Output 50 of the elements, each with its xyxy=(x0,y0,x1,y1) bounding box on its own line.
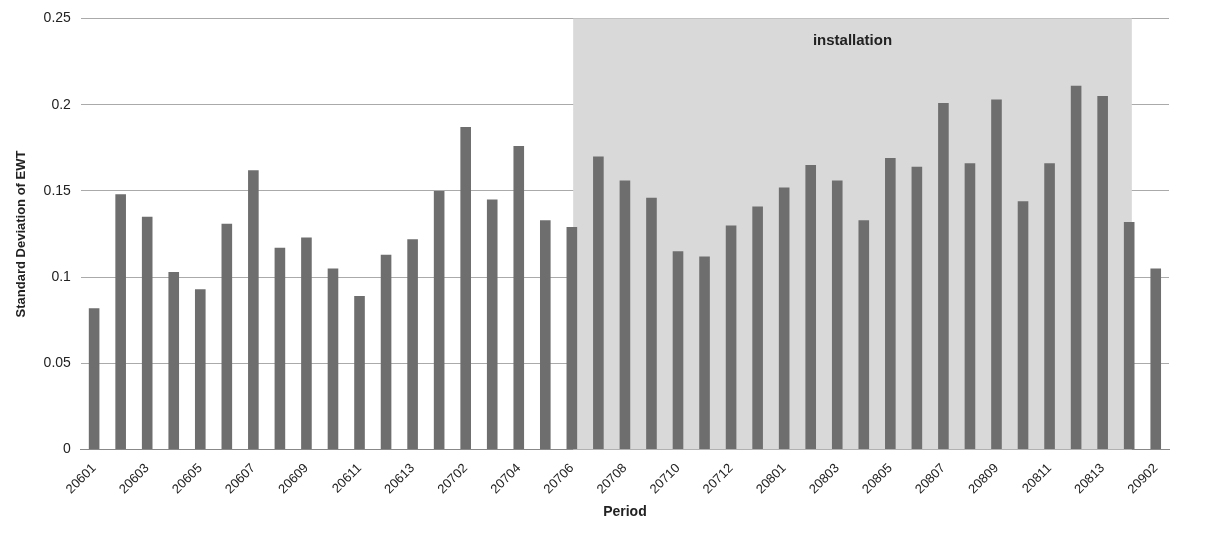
bar xyxy=(1017,201,1029,450)
bar xyxy=(672,251,684,450)
y-tick-label: 0 xyxy=(63,440,72,457)
y-tick-label: 0.1 xyxy=(51,267,72,284)
x-axis-title: Period xyxy=(603,503,647,520)
y-tick-label: 0.25 xyxy=(43,9,72,26)
bar xyxy=(407,239,418,450)
bar xyxy=(540,220,551,450)
bar xyxy=(380,254,392,450)
bar xyxy=(885,158,896,450)
bar xyxy=(1070,85,1082,450)
y-axis-title: Standard Deviation of EWT xyxy=(13,150,29,318)
bar xyxy=(831,180,843,450)
bar xyxy=(168,271,180,450)
bar xyxy=(805,165,817,450)
y-tick-label: 0.2 xyxy=(51,95,72,112)
bar xyxy=(1123,221,1135,450)
bar xyxy=(327,268,339,450)
bar xyxy=(593,156,604,450)
bar xyxy=(301,237,312,450)
bar xyxy=(88,308,100,450)
bar xyxy=(1097,96,1108,450)
bar xyxy=(858,220,870,450)
bar xyxy=(486,199,498,450)
bar xyxy=(354,296,365,450)
bar xyxy=(964,163,976,450)
y-tick-label: 0.15 xyxy=(43,181,72,198)
bar xyxy=(141,216,153,450)
bar xyxy=(513,146,525,450)
bar xyxy=(699,256,710,450)
bar xyxy=(460,127,471,450)
bar xyxy=(991,99,1002,450)
bar xyxy=(619,180,631,450)
bar xyxy=(752,206,763,450)
bar xyxy=(1150,268,1162,450)
bar xyxy=(938,102,949,450)
bar xyxy=(911,166,923,450)
bar xyxy=(115,194,126,450)
bar xyxy=(194,289,206,450)
bar xyxy=(566,227,578,450)
bar xyxy=(274,247,286,450)
bar xyxy=(778,187,790,450)
bar xyxy=(248,170,259,450)
band-label: installation xyxy=(812,30,893,48)
bar xyxy=(646,197,657,450)
y-tick-label: 0.05 xyxy=(43,354,72,371)
bar xyxy=(433,190,445,450)
bar xyxy=(725,225,737,450)
bar xyxy=(221,223,233,450)
bar xyxy=(1044,163,1055,450)
